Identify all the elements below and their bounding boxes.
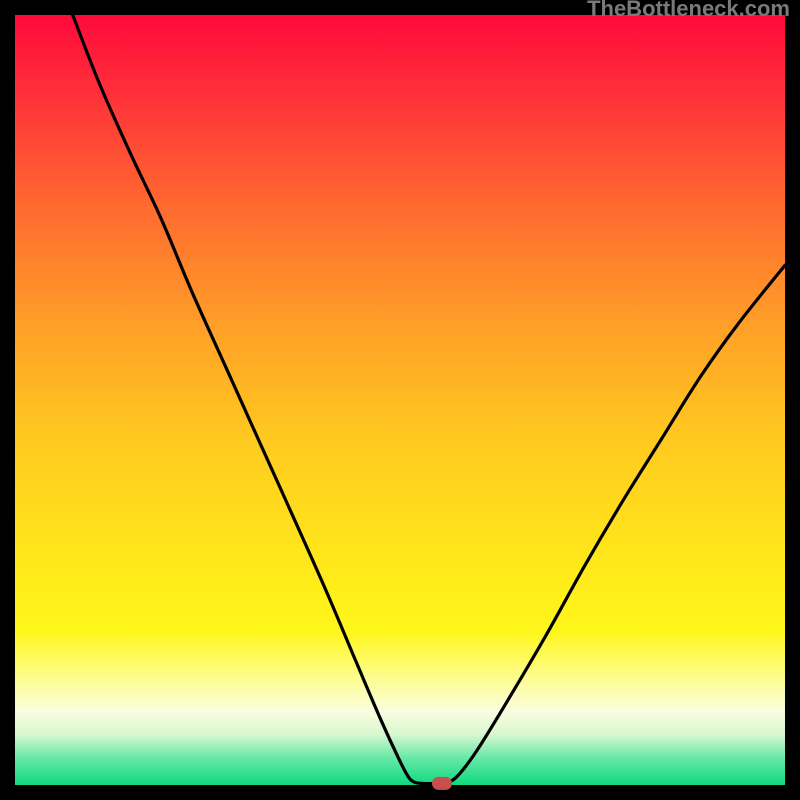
bottleneck-marker — [432, 777, 452, 789]
bottleneck-curve — [15, 15, 785, 785]
watermark-text: TheBottleneck.com — [587, 0, 790, 22]
plot-area — [15, 15, 785, 785]
chart-frame: TheBottleneck.com — [0, 0, 800, 800]
curve-path — [73, 15, 785, 784]
